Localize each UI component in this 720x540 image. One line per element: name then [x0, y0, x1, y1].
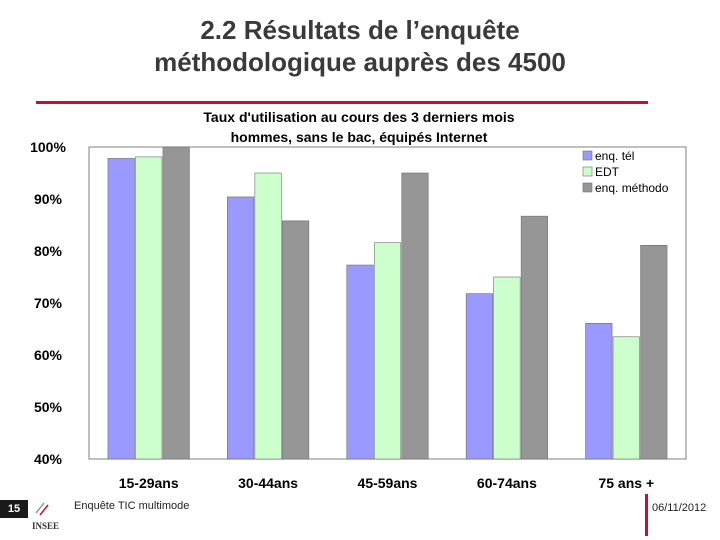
chart-title-line-2: hommes, sans le bac, équipés Internet — [231, 129, 488, 145]
bar — [282, 220, 310, 460]
logo-text: INSEE — [32, 521, 59, 531]
y-tick-label: 100% — [30, 139, 66, 155]
legend-swatch — [582, 182, 593, 193]
bar — [465, 293, 493, 460]
bar — [640, 244, 668, 460]
footer-caption: Enquête TIC multimode — [74, 500, 190, 512]
footer-date: 06/11/2012 — [652, 502, 707, 514]
bar — [585, 322, 613, 460]
y-tick-label: 90% — [34, 191, 63, 207]
x-tick-label: 75 ans + — [598, 475, 654, 491]
bar — [107, 158, 135, 460]
bar — [612, 336, 640, 460]
slide-title-line-1: 2.2 Résultats de l’enquête — [200, 15, 520, 45]
y-tick-label: 80% — [34, 243, 63, 259]
footer-divider — [645, 494, 648, 536]
chart-title-line-1: Taux d'utilisation au cours des 3 dernie… — [203, 109, 514, 125]
bar — [520, 215, 548, 460]
legend-swatch — [582, 150, 593, 161]
insee-logo: INSEE — [32, 502, 59, 531]
y-tick-label: 60% — [34, 347, 63, 363]
y-tick-label: 40% — [34, 451, 63, 467]
slide-title: 2.2 Résultats de l’enquête méthodologiqu… — [60, 14, 660, 78]
x-tick-label: 45-59ans — [358, 475, 418, 491]
legend-label: enq. tél — [595, 149, 634, 163]
x-tick-label: 60-74ans — [477, 475, 537, 491]
x-tick-label: 15-29ans — [119, 475, 179, 491]
bar — [254, 172, 282, 460]
y-tick-label: 50% — [34, 399, 63, 415]
legend-label: enq. méthodo — [595, 181, 669, 195]
legend-swatch — [582, 166, 593, 177]
x-tick-label: 30-44ans — [238, 475, 298, 491]
slide-title-line-2: méthodologique auprès des 4500 — [154, 47, 566, 77]
bar — [227, 196, 255, 460]
bar — [373, 242, 402, 460]
bar — [162, 146, 190, 460]
bar — [346, 264, 374, 460]
bar — [135, 156, 163, 460]
slide-number: 15 — [0, 500, 28, 518]
legend-label: EDT — [595, 165, 620, 179]
bar — [493, 276, 521, 460]
bar — [401, 172, 429, 460]
y-tick-label: 70% — [34, 295, 63, 311]
title-divider — [36, 101, 648, 104]
